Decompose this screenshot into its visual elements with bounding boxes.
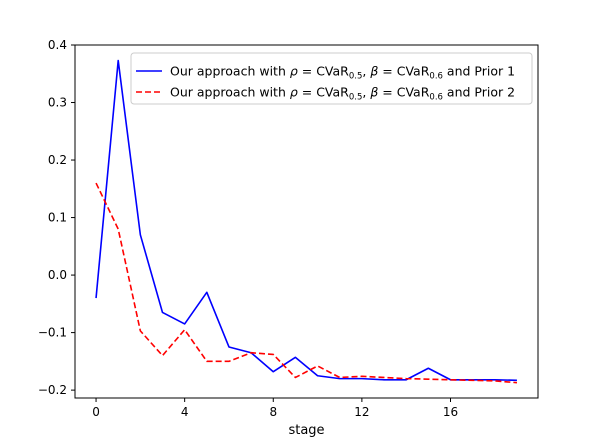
y-tick-label: 0.0 [48,268,67,282]
legend-label-2: Our approach with ρ = CVaR0.5, β = CVaR0… [170,85,515,103]
y-tick-label: 0.3 [48,96,67,110]
x-axis-label: stage [288,423,324,438]
legend-label-1: Our approach with ρ = CVaR0.5, β = CVaR0… [170,64,515,82]
ticks-layer: 0 4 8 12 16 −0.2 −0.1 0.0 0.1 0.2 0.3 0.4 [38,38,458,419]
x-tick-label: 4 [181,405,189,419]
x-tick-label: 8 [269,405,277,419]
x-tick-label: 16 [443,405,458,419]
y-tick-label: −0.2 [38,383,67,397]
series-layer [95,59,518,384]
legend: Our approach with ρ = CVaR0.5, β = CVaR0… [130,52,533,105]
y-tick-label: 0.1 [48,211,67,225]
x-tick-label: 12 [354,405,369,419]
series-line-1 [95,59,517,382]
plot-frame [74,44,539,399]
y-tick-label: −0.1 [38,326,67,340]
series-line-2 [95,182,518,384]
legend-box [130,52,533,105]
y-tick-label: 0.4 [48,38,67,52]
y-tick-label: 0.2 [48,153,67,167]
x-tick-label: 0 [92,405,100,419]
